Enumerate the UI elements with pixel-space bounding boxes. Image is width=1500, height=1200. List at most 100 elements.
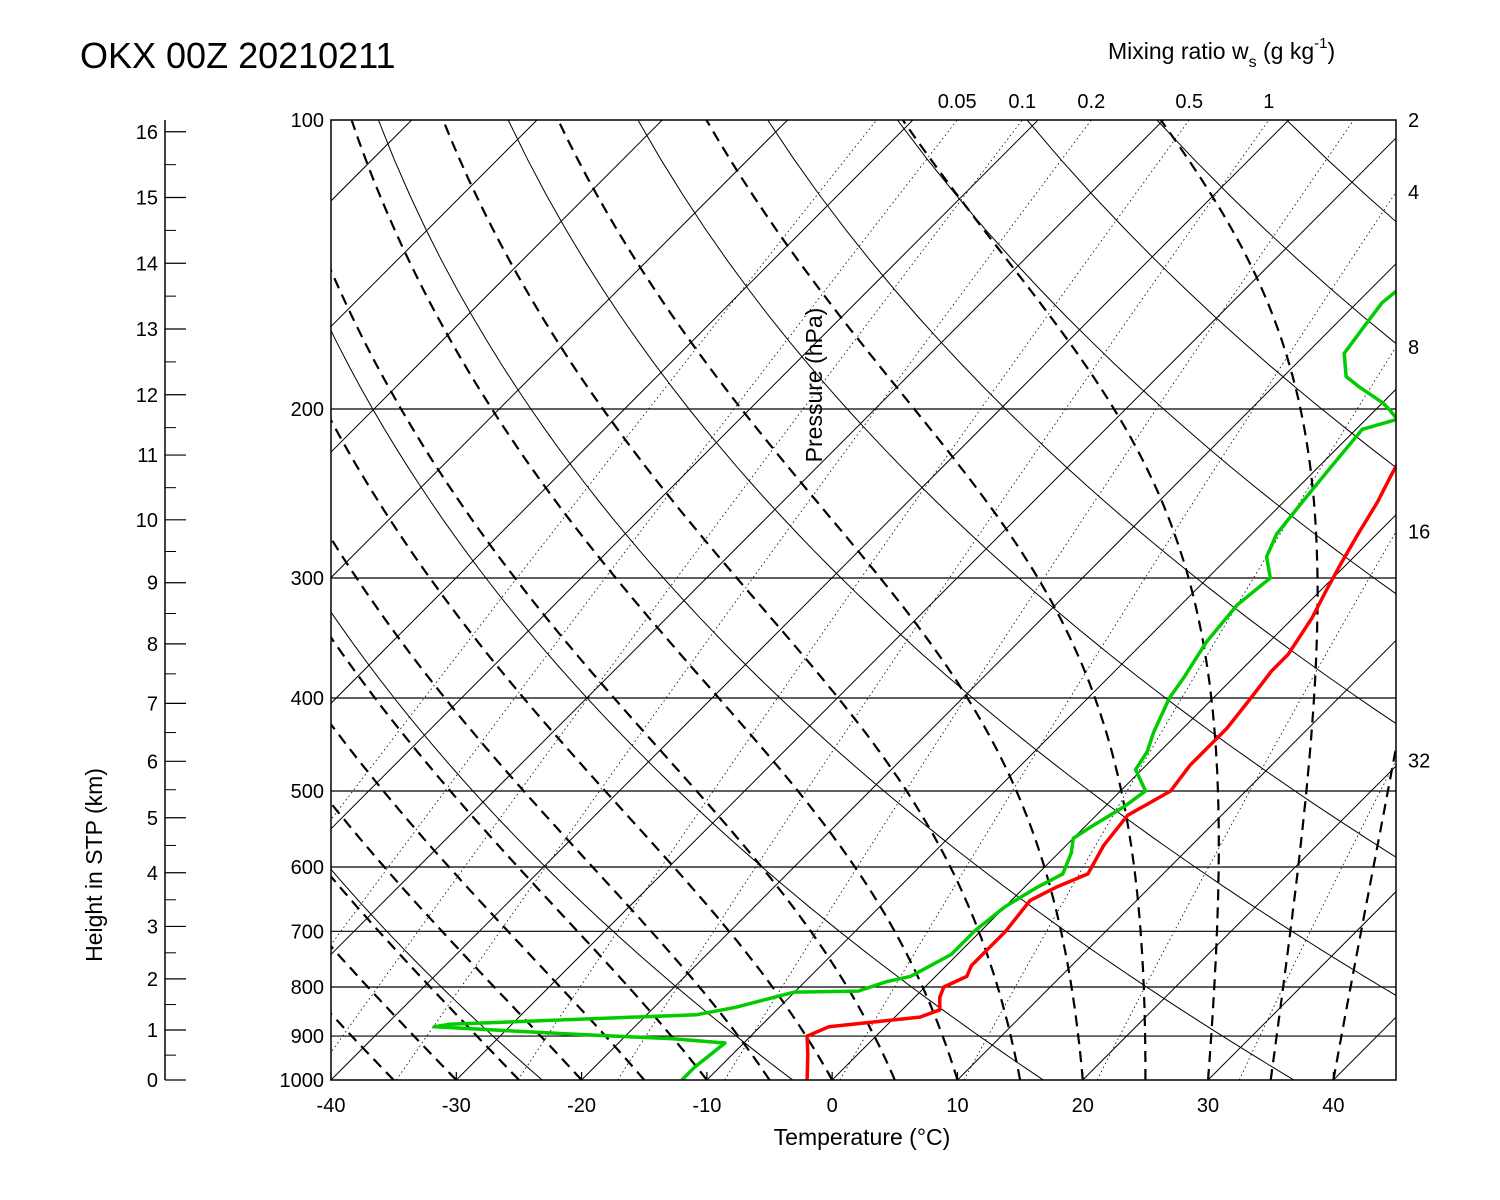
dry-adiabat	[1026, 120, 1396, 469]
pressure-ticks: 100 200 300 400 500 600 700 800 900 1000	[280, 110, 325, 1092]
dry-adiabat	[637, 120, 1396, 858]
isotherm-line	[706, 388, 1396, 1080]
height-tick-label: 3	[147, 916, 158, 938]
mixing-ratio-top-label: 0.1	[1008, 91, 1036, 113]
pressure-tick-label: 900	[291, 1026, 324, 1048]
height-tick-label: 16	[136, 122, 158, 144]
height-tick-label: 4	[147, 863, 158, 885]
height-tick-label: 9	[147, 573, 158, 595]
height-tick-label: 15	[136, 188, 158, 210]
moist-adiabat	[331, 801, 583, 1080]
temperature-trace	[805, 462, 1396, 1080]
x-tick-label: 40	[1322, 1095, 1344, 1117]
mixing-ratio-line	[617, 120, 1270, 1080]
height-tick-label: 6	[147, 751, 158, 773]
x-tick-label: 20	[1072, 1095, 1094, 1117]
mixing-ratio-top-label: 0.5	[1175, 91, 1203, 113]
isotherm-line	[831, 514, 1396, 1080]
background-grid	[331, 120, 1500, 1080]
pressure-tick-label: 700	[291, 921, 324, 943]
pressure-tick-label: 100	[291, 110, 324, 132]
height-tick-label: 2	[147, 969, 158, 991]
height-tick-label: 10	[136, 510, 158, 532]
isotherm-line	[331, 120, 538, 328]
dry-adiabat	[331, 329, 1044, 1080]
mixing-ratio-label: Mixing ratio ws (g kg-1)	[1108, 35, 1335, 71]
pressure-tick-label: 200	[291, 399, 324, 421]
moist-adiabat	[442, 120, 1022, 1080]
moist-adiabat	[901, 120, 1220, 1080]
moist-adiabat	[331, 267, 896, 1080]
mixing-ratio-right-label: 16	[1408, 522, 1430, 544]
pressure-tick-label: 800	[291, 977, 324, 999]
height-tick-label: 11	[137, 445, 158, 467]
dewpoint-trace	[432, 289, 1396, 1080]
isotherm-line	[455, 137, 1396, 1080]
mixing-ratio-line	[724, 120, 1355, 1080]
height-tick-label: 14	[136, 253, 158, 275]
temperature-ticks: -40 -30 -20 -10 0 10 20 30 40	[317, 1072, 1344, 1117]
height-tick-label: 12	[136, 385, 158, 407]
isotherm-line	[331, 120, 1164, 956]
mixing-ratio-line	[517, 120, 1190, 1080]
mixing-ratio-top-label: 0.2	[1077, 91, 1105, 113]
height-tick-label: 13	[136, 319, 158, 341]
height-tick-label: 7	[147, 693, 158, 715]
dry-adiabat	[1156, 120, 1396, 345]
isotherm-line	[331, 120, 1039, 830]
moist-adiabat	[331, 418, 834, 1080]
isotherm-line	[1459, 120, 1500, 1080]
x-tick-label: -30	[442, 1095, 471, 1117]
dry-adiabat	[1416, 120, 1500, 1080]
isotherm-line	[331, 120, 1290, 1080]
mixing-ratio-top-label: 1	[1263, 91, 1274, 113]
isotherm-line	[1332, 1016, 1396, 1080]
mixing-ratio-line	[839, 191, 1396, 1080]
pressure-tick-label: 500	[291, 781, 324, 803]
mixing-ratio-right-label: 4	[1408, 182, 1419, 204]
x-tick-label: -40	[317, 1095, 346, 1117]
isotherm-line	[331, 120, 663, 453]
mixing-ratio-line	[963, 346, 1396, 1080]
pressure-tick-label: 600	[291, 857, 324, 879]
chart-title: OKX 00Z 20210211	[80, 35, 396, 76]
isotherm-line	[1082, 765, 1396, 1080]
mixing-ratio-right-label: 32	[1408, 750, 1430, 772]
dry-adiabat	[507, 120, 1396, 997]
moist-adiabat	[350, 120, 959, 1080]
moist-adiabat	[1159, 120, 1319, 1080]
dry-adiabat	[377, 120, 1295, 1080]
moist-adiabat	[331, 874, 520, 1080]
mixing-ratio-line	[331, 120, 958, 946]
height-tick-label: 1	[147, 1020, 158, 1042]
moist-adiabat	[331, 722, 646, 1080]
sounding-traces	[432, 289, 1396, 1080]
isotherm-line	[331, 120, 788, 579]
mixing-ratio-right-label: 8	[1408, 337, 1419, 359]
mixing-ratio-top-label: 0.05	[938, 91, 977, 113]
dry-adiabat	[331, 868, 543, 1080]
x-tick-label: -20	[567, 1095, 596, 1117]
x-tick-label: -10	[692, 1095, 721, 1117]
dry-adiabat	[1286, 120, 1396, 223]
moist-adiabat	[331, 944, 458, 1080]
height-tick-label: 0	[147, 1070, 158, 1092]
moist-adiabat	[331, 1012, 395, 1080]
isotherm-line	[1207, 890, 1396, 1080]
moist-adiabat	[331, 536, 771, 1080]
x-axis-label: Temperature (°C)	[774, 1124, 951, 1150]
moist-adiabat	[331, 635, 708, 1080]
mixing-ratio-ticks: 0.05 0.1 0.2 0.5 1 2 4 8 16 32	[938, 91, 1431, 772]
isotherm-line	[331, 120, 914, 704]
pressure-tick-label: 300	[291, 568, 324, 590]
x-tick-label: 10	[946, 1095, 968, 1117]
dry-adiabat	[897, 120, 1396, 595]
mixing-ratio-right-label: 2	[1408, 110, 1419, 132]
moist-adiabat	[705, 120, 1147, 1080]
moist-adiabat	[1332, 741, 1396, 1080]
height-axis-label: Height in STP (km)	[81, 768, 107, 962]
height-tick-label: 5	[147, 808, 158, 830]
x-tick-label: 0	[827, 1095, 838, 1117]
